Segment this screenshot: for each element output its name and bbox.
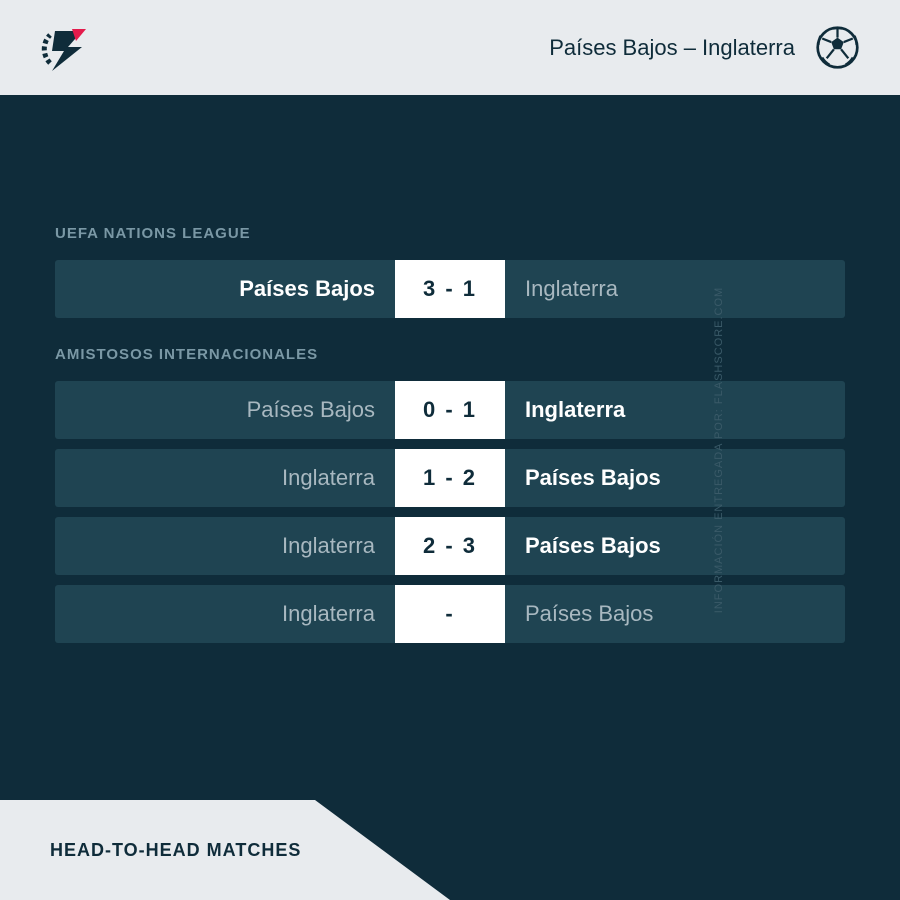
- section-label-uefa: UEFA NATIONS LEAGUE: [55, 225, 845, 242]
- score-box: -: [395, 585, 505, 643]
- match-title: Países Bajos – Inglaterra: [549, 35, 795, 61]
- team-away: Países Bajos: [505, 601, 845, 627]
- match-row[interactable]: Inglaterra - Países Bajos: [55, 585, 845, 643]
- team-home: Inglaterra: [55, 533, 395, 559]
- match-row[interactable]: Países Bajos 0 - 1 Inglaterra: [55, 381, 845, 439]
- score-box: 0 - 1: [395, 381, 505, 439]
- match-row[interactable]: Países Bajos 3 - 1 Inglaterra: [55, 260, 845, 318]
- team-home: Países Bajos: [55, 276, 395, 302]
- team-away: Países Bajos: [505, 533, 845, 559]
- header-right: Países Bajos – Inglaterra: [549, 25, 860, 70]
- logo: [40, 23, 90, 73]
- match-row[interactable]: Inglaterra 1 - 2 Países Bajos: [55, 449, 845, 507]
- footer: HEAD-TO-HEAD MATCHES: [0, 800, 900, 900]
- team-away: Inglaterra: [505, 397, 845, 423]
- flashscore-logo-icon: [40, 23, 90, 73]
- match-row[interactable]: Inglaterra 2 - 3 Países Bajos: [55, 517, 845, 575]
- team-home: Inglaterra: [55, 601, 395, 627]
- side-credit: INFORMACIÓN ENTREGADA POR: FLASHSCORE.CO…: [713, 287, 725, 613]
- team-away: Países Bajos: [505, 465, 845, 491]
- content: UEFA NATIONS LEAGUE Países Bajos 3 - 1 I…: [0, 95, 900, 643]
- team-away: Inglaterra: [505, 276, 845, 302]
- team-home: Países Bajos: [55, 397, 395, 423]
- score-box: 3 - 1: [395, 260, 505, 318]
- footer-text: HEAD-TO-HEAD MATCHES: [50, 840, 301, 861]
- team-home: Inglaterra: [55, 465, 395, 491]
- football-icon: [815, 25, 860, 70]
- score-box: 1 - 2: [395, 449, 505, 507]
- section-label-friendlies: AMISTOSOS INTERNACIONALES: [55, 346, 845, 363]
- header: Países Bajos – Inglaterra: [0, 0, 900, 95]
- score-box: 2 - 3: [395, 517, 505, 575]
